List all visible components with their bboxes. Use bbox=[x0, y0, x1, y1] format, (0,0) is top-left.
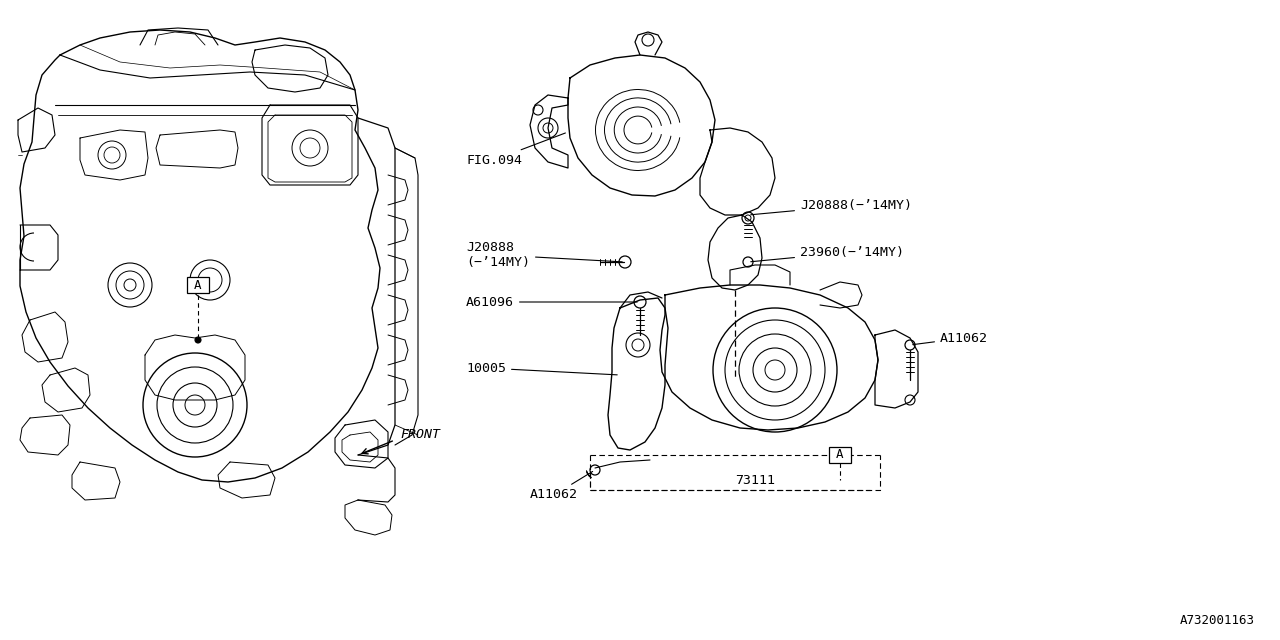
FancyBboxPatch shape bbox=[829, 447, 851, 463]
Text: J20888(−’14MY): J20888(−’14MY) bbox=[751, 198, 913, 215]
Text: A11062: A11062 bbox=[530, 472, 593, 502]
Text: FIG.094: FIG.094 bbox=[466, 133, 566, 166]
Text: A: A bbox=[195, 278, 202, 291]
Text: A61096: A61096 bbox=[466, 296, 637, 308]
FancyBboxPatch shape bbox=[187, 277, 209, 293]
Text: A11062: A11062 bbox=[913, 332, 988, 345]
Text: 10005: 10005 bbox=[466, 362, 617, 375]
Text: 73111: 73111 bbox=[735, 474, 774, 486]
Text: FRONT: FRONT bbox=[401, 429, 440, 442]
Text: A732001163: A732001163 bbox=[1180, 614, 1254, 627]
Text: J20888
(−’14MY): J20888 (−’14MY) bbox=[466, 241, 622, 269]
Text: 23960(−’14MY): 23960(−’14MY) bbox=[751, 246, 904, 262]
Text: A: A bbox=[836, 449, 844, 461]
Circle shape bbox=[195, 337, 201, 343]
